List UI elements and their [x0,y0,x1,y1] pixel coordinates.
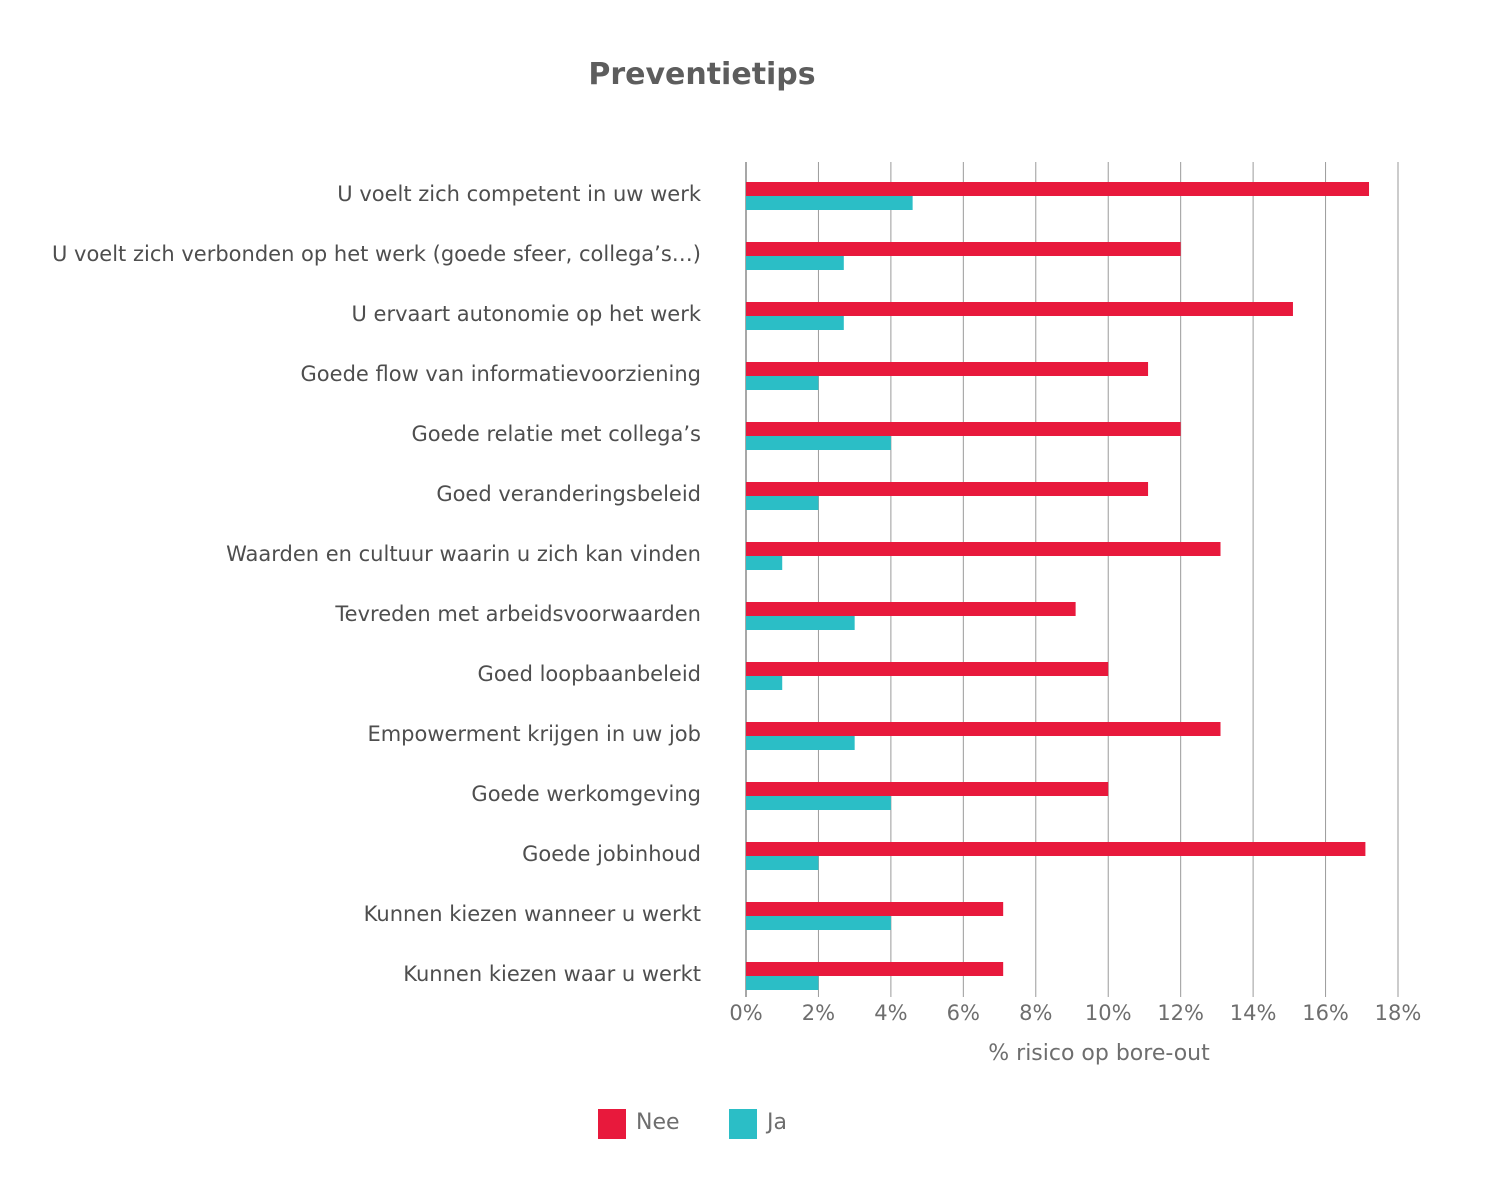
category-label: Waarden en cultuur waarin u zich kan vin… [226,542,701,566]
category-label: Goede werkomgeving [471,782,701,806]
legend-label-ja: Ja [765,1110,787,1135]
category-label: Goede jobinhoud [522,842,701,866]
category-label: U ervaart autonomie op het werk [352,302,702,326]
chart-title: Preventietips [588,57,815,92]
category-label: Goed loopbaanbeleid [478,662,701,686]
x-tick-label: 4% [874,1001,907,1025]
bar-ja [746,916,891,930]
x-tick-label: 2% [802,1001,835,1025]
bar-ja [746,376,819,390]
bar-ja [746,436,891,450]
category-label: Goede flow van informatievoorziening [301,362,701,386]
x-tick-label: 18% [1375,1001,1422,1025]
x-tick-label: 10% [1085,1001,1132,1025]
x-axis-label: % risico op bore-out [988,1041,1210,1066]
x-tick-label: 14% [1230,1001,1277,1025]
bar-ja [746,256,844,270]
category-label: Kunnen kiezen waar u werkt [403,962,701,986]
bar-nee [746,182,1370,196]
category-label: U voelt zich competent in uw werk [337,182,702,206]
category-label: U voelt zich verbonden op het werk (goed… [52,242,701,266]
bar-nee [746,902,1004,916]
legend-swatch-nee [598,1109,626,1139]
category-label: Kunnen kiezen wanneer u werkt [364,902,701,926]
bar-ja [746,556,783,570]
category-label: Empowerment krijgen in uw job [367,722,701,746]
legend: Nee Ja [598,1109,787,1139]
bar-nee [746,362,1149,376]
bar-ja [746,856,819,870]
x-tick-label: 6% [947,1001,980,1025]
bar-ja [746,796,891,810]
category-label: Goede relatie met collega’s [411,422,701,446]
gridlines [745,162,1399,997]
bar-nee [746,962,1004,976]
bar-ja [746,316,844,330]
category-labels: U voelt zich competent in uw werk U voelt… [52,182,702,986]
bar-ja [746,676,783,690]
legend-label-nee: Nee [636,1110,680,1135]
bar-nee [746,542,1221,556]
bar-ja [746,616,855,630]
bar-ja [746,196,913,210]
legend-swatch-ja [729,1109,757,1139]
category-label: Goed veranderingsbeleid [436,482,701,506]
bar-nee [746,662,1109,676]
bar-nee [746,482,1149,496]
bar-ja [746,976,819,990]
bar-ja [746,736,855,750]
x-tick-label: 8% [1019,1001,1052,1025]
bar-nee [746,242,1181,256]
x-tick-labels: 0% 2% 4% 6% 8% 10% 12% 14% 16% 18% [729,1001,1421,1025]
bar-nee [746,422,1181,436]
x-tick-label: 12% [1157,1001,1204,1025]
bar-nee [746,602,1076,616]
bar-nee [746,722,1221,736]
bar-ja [746,496,819,510]
x-tick-label: 16% [1302,1001,1349,1025]
bar-nee [746,842,1366,856]
bar-nee [746,302,1293,316]
bar-nee [746,782,1109,796]
category-label: Tevreden met arbeidsvoorwaarden [334,602,701,626]
x-tick-label: 0% [729,1001,762,1025]
bars [746,182,1370,990]
